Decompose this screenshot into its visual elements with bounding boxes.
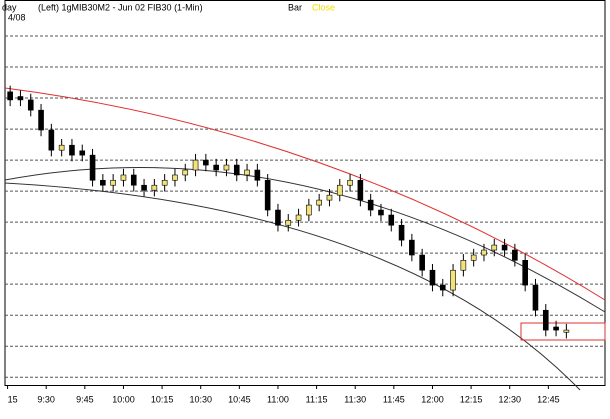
candle-body	[470, 254, 477, 261]
x-tick-label: 9:30	[37, 394, 55, 404]
candle-body	[409, 239, 415, 256]
candle-body	[203, 159, 209, 166]
x-tick-label: 15	[8, 394, 18, 404]
candle-body	[378, 209, 384, 216]
candle-body	[450, 269, 456, 291]
candle-body	[542, 309, 549, 331]
x-tick-label: 12:00	[421, 394, 444, 404]
x-tick-label: 12:30	[498, 394, 521, 404]
candle-body	[357, 179, 364, 201]
candle-body	[213, 164, 219, 171]
x-tick-label: 10:15	[151, 394, 174, 404]
candle-body	[172, 174, 178, 181]
candle-body	[69, 144, 75, 156]
candle-body	[481, 249, 487, 256]
candle-body	[553, 326, 559, 331]
x-tick-label: 12:15	[460, 394, 483, 404]
x-tick-label: 11:30	[344, 394, 366, 404]
candle-body	[491, 244, 498, 251]
x-tick-label: 10:30	[189, 394, 212, 404]
x-tick-label: 12:45	[537, 394, 560, 404]
candle-body	[295, 214, 302, 221]
candle-body	[501, 244, 508, 251]
header-symbol: day	[2, 2, 17, 12]
x-tick-label: 11:45	[383, 394, 405, 404]
candle-body	[182, 169, 189, 176]
candle-body	[48, 129, 55, 151]
candle-body	[388, 214, 395, 226]
candle-body	[110, 179, 116, 186]
candle-body	[285, 219, 292, 226]
x-tick-label: 10:45	[228, 394, 251, 404]
header-field: Close	[312, 2, 335, 12]
trend-arc-red	[4, 87, 606, 301]
candle-body	[151, 184, 158, 191]
candle-body	[316, 199, 322, 206]
candle-body	[38, 109, 44, 131]
candle-body	[326, 194, 333, 201]
x-axis: 15 9:30 9:45 10:00 10:15 10:30 10:45 11:00 11:15…	[7, 385, 560, 404]
highlight-box	[520, 322, 606, 341]
plot-frame	[4, 0, 606, 386]
candles	[7, 85, 570, 339]
candle-body	[429, 269, 436, 286]
candle-body	[439, 284, 446, 291]
candle-body	[419, 254, 425, 271]
candle-body	[522, 259, 528, 286]
header-description: (Left) 1gMIB30M2 - Jun 02 FIB30 (1-Min)	[38, 2, 203, 12]
candle-body	[7, 91, 13, 101]
candle-body	[130, 174, 137, 186]
candle-body	[244, 169, 250, 176]
candle-body	[161, 179, 168, 186]
header-date: 4/08	[8, 12, 26, 22]
candle-body	[460, 259, 467, 271]
candle-body	[367, 199, 374, 211]
candle-body	[120, 174, 127, 181]
candle-body	[336, 184, 343, 196]
x-tick-label: 11:15	[306, 394, 328, 404]
x-tick-label: 10:00	[112, 394, 135, 404]
candle-body	[141, 184, 147, 191]
x-tick-label: 9:45	[76, 394, 94, 404]
candle-body	[254, 169, 261, 181]
candle-body	[306, 204, 312, 216]
candle-body	[275, 209, 281, 226]
candle-body	[347, 179, 353, 186]
candle-body	[100, 179, 106, 186]
candle-body	[563, 329, 570, 333]
candle-body	[233, 164, 240, 176]
candle-body	[512, 249, 518, 261]
candle-body	[17, 96, 24, 101]
candle-body	[223, 164, 230, 171]
candle-body	[532, 284, 539, 311]
candle-body	[264, 179, 271, 211]
trend-arc-upper	[4, 167, 606, 313]
candle-body	[89, 154, 96, 181]
candle-body	[27, 99, 34, 111]
candle-body	[192, 159, 199, 171]
candle-body	[398, 224, 405, 241]
candle-body	[79, 150, 86, 156]
trend-arc-lower	[4, 182, 581, 391]
x-tick-label: 11:00	[267, 394, 289, 404]
candle-body	[58, 144, 65, 151]
header-style: Bar	[288, 2, 302, 12]
grid	[5, 35, 605, 378]
